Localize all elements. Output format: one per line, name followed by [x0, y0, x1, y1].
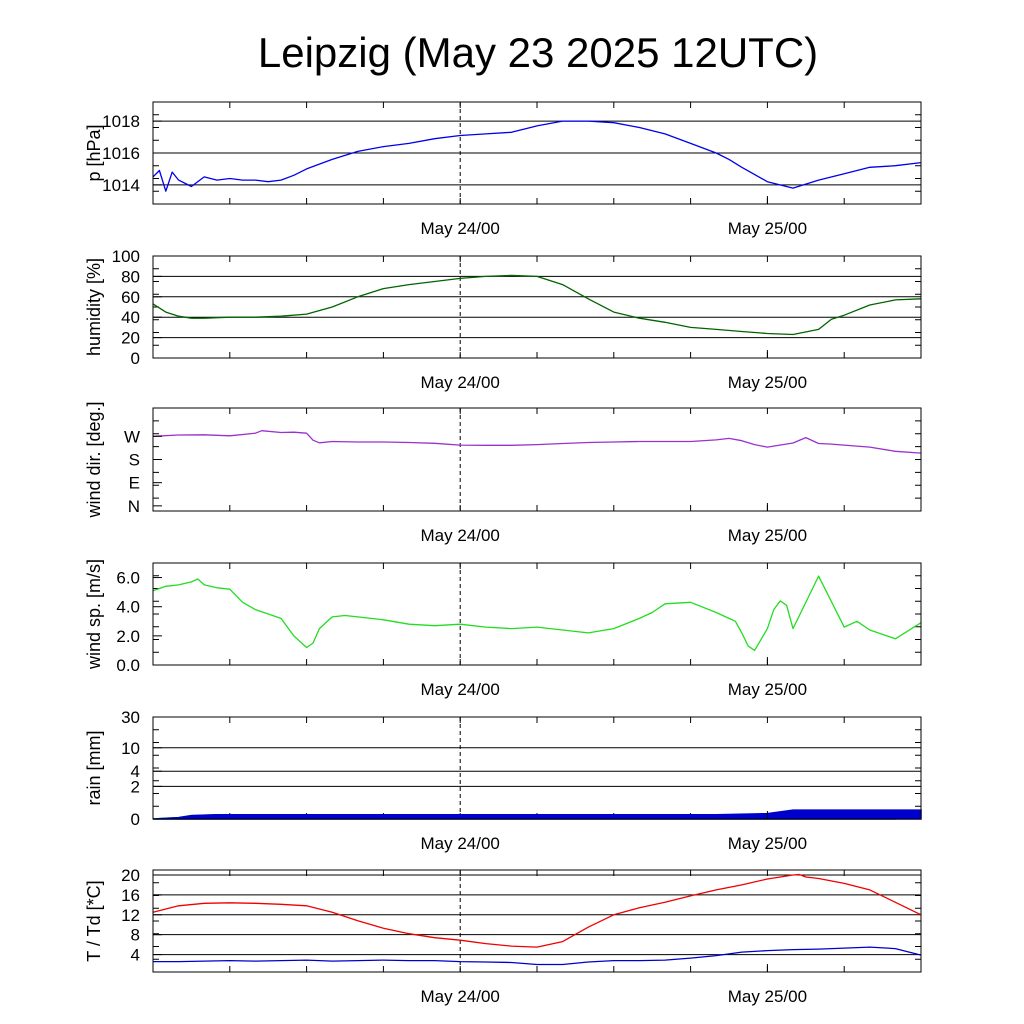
- panel-5: 0 24 10 30 May 24/00 May 25/00 rain [mm]: [84, 708, 922, 853]
- y-tick-label: 8: [131, 926, 140, 945]
- y-tick-label: N: [128, 497, 140, 516]
- panel-4: 0.0 2.0 4.0 6.0 May 24/00 May 25/00 wind sp. […: [84, 559, 922, 699]
- panel-frame: [152, 255, 922, 359]
- y-tick-label: 1018: [102, 112, 140, 131]
- panel-frame: [152, 869, 922, 973]
- y-axis-label: T / Td [*C]: [84, 880, 104, 961]
- y-tick-label: 20: [121, 329, 140, 348]
- y-tick-label: 4.0: [116, 598, 140, 617]
- panel-frame: [152, 562, 922, 666]
- y-tick-label: 1016: [102, 144, 140, 163]
- y-tick-label: 1014: [102, 176, 140, 195]
- panel-frame: [152, 716, 922, 820]
- y-tick-label: 40: [121, 308, 140, 327]
- x-tick-label: May 25/00: [728, 373, 807, 392]
- y-tick-label: 12: [121, 906, 140, 925]
- series-1-line: [152, 274, 922, 336]
- y-tick-label: 2: [131, 777, 140, 796]
- y-axis-label: wind sp. [m/s]: [84, 559, 104, 670]
- y-axis-label: wind dir. [deg.]: [84, 401, 104, 518]
- x-tick-label: May 25/00: [728, 219, 807, 238]
- y-tick-label: 0: [131, 349, 140, 368]
- series-1-line: [152, 575, 922, 652]
- y-tick-label: S: [129, 451, 140, 470]
- y-tick-label: 80: [121, 267, 140, 286]
- x-tick-label: May 24/00: [421, 219, 500, 238]
- x-tick-label: May 25/00: [728, 987, 807, 1006]
- y-tick-label: W: [124, 427, 140, 446]
- y-axis-label: p [hPa]: [84, 124, 104, 181]
- x-tick-label: May 25/00: [728, 526, 807, 545]
- series-1-line: [152, 430, 922, 454]
- y-tick-label: 100: [112, 247, 140, 266]
- x-tick-label: May 25/00: [728, 680, 807, 699]
- x-tick-label: May 24/00: [421, 680, 500, 699]
- y-tick-label: E: [129, 474, 140, 493]
- y-tick-label: 2.0: [116, 627, 140, 646]
- y-axis-label: humidity [%]: [84, 258, 104, 356]
- y-tick-label: 4: [131, 762, 140, 781]
- y-tick-label: 16: [121, 886, 140, 905]
- x-tick-label: May 25/00: [728, 834, 807, 853]
- x-tick-label: May 24/00: [421, 373, 500, 392]
- y-tick-label: 10: [121, 739, 140, 758]
- x-tick-label: May 24/00: [421, 834, 500, 853]
- y-tick-label: 0.0: [116, 656, 140, 675]
- x-tick-label: May 24/00: [421, 526, 500, 545]
- chart-title: Leipzig (May 23 2025 12UTC): [258, 29, 818, 76]
- y-tick-label: 0: [131, 810, 140, 829]
- series-1-line: [152, 120, 922, 192]
- series-1-line: [152, 873, 922, 948]
- x-tick-label: May 24/00: [421, 987, 500, 1006]
- y-tick-label: 60: [121, 288, 140, 307]
- y-tick-label: 6.0: [116, 569, 140, 588]
- y-tick-label: 20: [121, 866, 140, 885]
- series-2-line: [153, 946, 922, 966]
- panel-1: 1014 1016 1018 May 24/00 May 25/00 p [hPa]: [84, 101, 922, 238]
- series-2-area: [152, 809, 922, 820]
- panel-frame: [152, 407, 922, 512]
- y-tick-label: 4: [131, 946, 140, 965]
- y-axis-label: rain [mm]: [84, 730, 104, 805]
- y-tick-label: 30: [121, 708, 140, 727]
